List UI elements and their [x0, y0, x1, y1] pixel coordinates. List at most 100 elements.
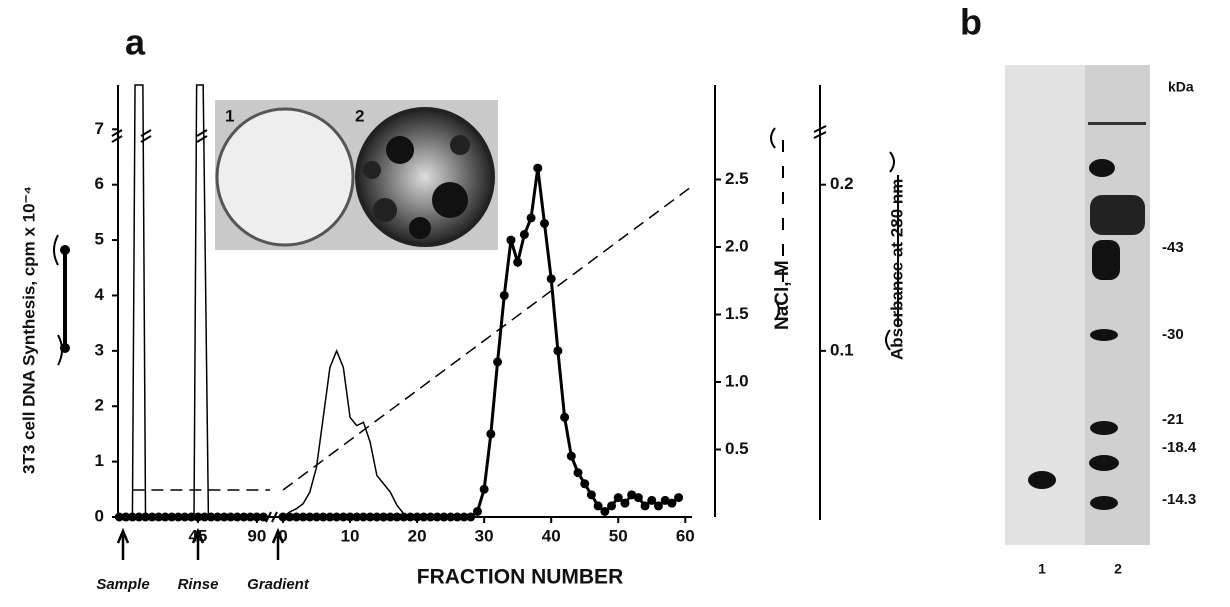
- y3-axis-title: Absorbance at 280 nm: [887, 179, 906, 360]
- data-point: [647, 495, 657, 505]
- key-marker: [60, 245, 70, 255]
- data-point: [640, 501, 650, 511]
- x-tick-label: 90: [247, 526, 266, 545]
- data-point: [193, 512, 203, 522]
- y-tick-label: 4: [95, 285, 105, 304]
- data-point: [506, 235, 516, 245]
- y2-tick-label: 1.0: [725, 371, 749, 390]
- data-point: [345, 512, 355, 522]
- y-tick-label: 5: [95, 230, 104, 249]
- data-point: [479, 484, 489, 494]
- lane-label: 2: [1114, 561, 1122, 577]
- data-point: [338, 512, 348, 522]
- y2-tick-label: 1.5: [725, 304, 749, 323]
- data-point: [586, 490, 596, 500]
- data-point: [305, 512, 315, 522]
- x-tick-label: 20: [408, 526, 427, 545]
- data-point: [653, 501, 663, 511]
- data-point: [493, 357, 503, 367]
- data-point: [385, 512, 395, 522]
- data-point: [546, 274, 556, 284]
- y2-axis-title: NaCl, M: [772, 260, 793, 330]
- data-point: [318, 512, 328, 522]
- gel-unit: kDa: [1168, 79, 1194, 95]
- data-point: [472, 506, 482, 516]
- data-point: [513, 257, 523, 267]
- y-tick-label: 6: [95, 174, 104, 193]
- series-line: [282, 185, 693, 491]
- arrow-label: Gradient: [247, 576, 310, 593]
- inset-label: 1: [225, 106, 234, 125]
- data-point: [466, 512, 476, 522]
- data-point: [379, 512, 389, 522]
- x-axis-title: FRACTION NUMBER: [417, 566, 623, 589]
- data-point: [560, 412, 570, 422]
- data-point: [432, 512, 442, 522]
- panel-label: b: [960, 2, 982, 43]
- y3-tick-label: 0.2: [830, 174, 854, 193]
- data-point: [566, 451, 576, 461]
- data-point: [439, 512, 449, 522]
- y-tick-label: 0: [95, 506, 104, 525]
- x-tick-label: 0: [278, 526, 287, 545]
- y2-tick-label: 2.5: [725, 169, 749, 188]
- data-point: [419, 512, 429, 522]
- data-point: [365, 512, 375, 522]
- y2-tick-label: 0.5: [725, 439, 749, 458]
- arrow-label: Sample: [96, 576, 149, 593]
- data-point: [600, 506, 610, 516]
- series-line: [118, 84, 270, 518]
- data-point: [573, 468, 583, 478]
- y-tick-label: 2: [95, 396, 104, 415]
- data-point: [291, 512, 301, 522]
- data-point: [539, 218, 549, 228]
- data-point: [553, 346, 563, 356]
- data-point: [580, 479, 590, 489]
- data-point: [459, 512, 469, 522]
- y3-tick-label: 0.1: [830, 340, 854, 359]
- lane-label: 1: [1038, 561, 1046, 577]
- y-tick-label: 7: [95, 119, 104, 138]
- data-point: [499, 290, 509, 300]
- x-tick-label: 30: [475, 526, 494, 545]
- data-point: [593, 501, 603, 511]
- data-point: [325, 512, 335, 522]
- arrow: [116, 527, 130, 560]
- arrow: [271, 527, 285, 560]
- data-point: [446, 512, 456, 522]
- inset-photo: [215, 100, 498, 250]
- series-line: [282, 348, 418, 518]
- marker-label: -30: [1162, 326, 1184, 343]
- x-tick-label: 40: [542, 526, 561, 545]
- data-point: [298, 512, 308, 522]
- data-point: [607, 501, 617, 511]
- x-tick-label: 60: [676, 526, 695, 545]
- inset-label: 2: [355, 106, 364, 125]
- key-marker: [60, 343, 70, 353]
- data-point: [358, 512, 368, 522]
- data-point: [426, 512, 436, 522]
- data-point: [134, 512, 144, 522]
- data-point: [352, 512, 362, 522]
- data-point: [674, 493, 684, 503]
- series-key: [53, 127, 895, 366]
- marker-label: -14.3: [1162, 491, 1196, 508]
- data-point: [519, 230, 529, 240]
- arrow: [191, 527, 205, 560]
- arrow-label: Rinse: [178, 576, 219, 593]
- x-tick-label: 10: [341, 526, 360, 545]
- data-point: [372, 512, 382, 522]
- data-point: [667, 498, 677, 508]
- data-point: [312, 512, 322, 522]
- marker-label: -43: [1162, 239, 1184, 256]
- marker-label: -18.4: [1162, 439, 1197, 456]
- gel-image: [1005, 65, 1150, 545]
- data-point: [452, 512, 462, 522]
- data-point: [332, 512, 342, 522]
- y-tick-label: 1: [95, 451, 104, 470]
- data-point: [526, 213, 536, 223]
- data-point: [620, 498, 630, 508]
- data-point: [613, 493, 623, 503]
- y-tick-label: 3: [95, 340, 104, 359]
